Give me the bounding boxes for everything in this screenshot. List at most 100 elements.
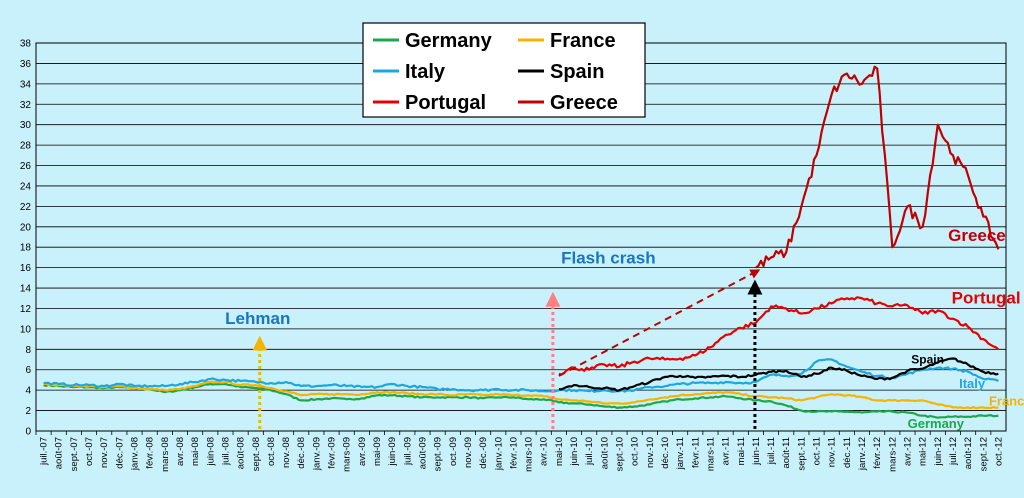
legend-label: Portugal xyxy=(405,92,486,114)
x-tick-label: févr.-09 xyxy=(327,437,338,469)
y-tick-label: 2 xyxy=(25,406,31,417)
greece-label: Greece xyxy=(948,226,1006,245)
x-tick-label: janv.-11 xyxy=(675,437,686,470)
y-tick-label: 34 xyxy=(20,79,32,90)
y-tick-label: 16 xyxy=(20,263,32,274)
series-line xyxy=(43,382,999,419)
x-tick-label: août-12 xyxy=(963,437,974,469)
x-tick-label: juil.-08 xyxy=(220,437,231,466)
contagion-arrow xyxy=(558,269,761,377)
series-line xyxy=(558,357,999,392)
x-tick-label: déc.-07 xyxy=(114,437,125,469)
x-tick-label: mai-11 xyxy=(736,437,747,465)
y-tick-label: 4 xyxy=(25,386,31,397)
germany-label: Germany xyxy=(908,416,965,431)
x-tick-label: avr.-08 xyxy=(175,437,186,466)
y-tick-label: 30 xyxy=(20,120,32,131)
x-tick-label: déc.-09 xyxy=(478,437,489,469)
y-tick-label: 8 xyxy=(25,345,31,356)
x-tick-label: mai-10 xyxy=(554,437,565,466)
y-tick-label: 28 xyxy=(20,141,32,152)
x-tick-label: avr.-09 xyxy=(357,437,368,466)
x-tick-label: avr.-12 xyxy=(902,437,913,466)
x-tick-label: sept.-10 xyxy=(615,437,626,471)
spain-label: Spain xyxy=(911,353,944,367)
x-tick-label: sept.-11 xyxy=(796,437,807,471)
x-tick-label: janv.-10 xyxy=(493,437,504,471)
x-tick-label: mars-11 xyxy=(705,437,716,471)
france-label: France xyxy=(989,393,1024,408)
y-tick-label: 14 xyxy=(20,284,32,295)
x-tick-label: juil.-10 xyxy=(584,437,595,466)
y-tick-label: 0 xyxy=(25,427,31,438)
x-tick-label: avr.-10 xyxy=(539,437,550,466)
x-tick-label: mars-09 xyxy=(342,437,353,472)
series-line xyxy=(558,296,1000,376)
y-tick-label: 6 xyxy=(25,365,31,376)
x-tick-label: mars-08 xyxy=(160,437,171,472)
x-tick-label: sept.-08 xyxy=(251,437,262,471)
x-tick-label: févr.-12 xyxy=(872,437,883,469)
series-line xyxy=(43,358,999,393)
x-tick-label: oct.-11 xyxy=(812,437,823,465)
y-tick-label: 36 xyxy=(20,59,32,70)
x-tick-label: juin-09 xyxy=(387,437,398,467)
x-tick-label: juin-11 xyxy=(751,437,762,466)
legend-label: Germany xyxy=(405,30,493,52)
x-tick-label: août-11 xyxy=(781,437,792,469)
y-tick-label: 24 xyxy=(20,181,32,192)
legend-label: Spain xyxy=(550,61,604,83)
series-line xyxy=(43,380,999,410)
x-tick-label: oct.-07 xyxy=(84,437,95,466)
lehman-label: Lehman xyxy=(225,309,290,328)
x-tick-label: nov.-10 xyxy=(645,437,656,468)
y-tick-label: 22 xyxy=(20,202,32,213)
legend-label: Greece xyxy=(550,92,618,114)
x-tick-label: févr.-11 xyxy=(690,437,701,468)
y-tick-label: 10 xyxy=(20,324,32,335)
legend-box xyxy=(362,22,646,118)
x-tick-label: oct.-08 xyxy=(266,437,277,466)
y-tick-label: 32 xyxy=(20,100,32,111)
x-tick-label: oct.-12 xyxy=(993,437,1004,466)
x-tick-label: août-09 xyxy=(417,437,428,469)
x-tick-label: août-08 xyxy=(236,437,247,469)
x-tick-label: déc.-10 xyxy=(660,437,671,469)
y-tick-label: 26 xyxy=(20,161,32,172)
series-line xyxy=(755,65,1000,269)
x-tick-label: nov.-09 xyxy=(463,437,474,468)
x-tick-label: mars-12 xyxy=(887,437,898,472)
x-tick-label: mars-10 xyxy=(524,437,535,472)
y-tick-label: 18 xyxy=(20,243,32,254)
x-tick-label: nov.-08 xyxy=(281,437,292,468)
x-tick-label: avr.-11 xyxy=(721,437,732,465)
x-tick-label: nov.-07 xyxy=(99,437,110,468)
x-tick-label: janv.-12 xyxy=(857,437,868,471)
x-tick-label: juil.-12 xyxy=(948,437,959,466)
x-tick-label: juin-12 xyxy=(933,437,944,467)
y-tick-label: 38 xyxy=(20,39,32,50)
x-tick-label: sept.-07 xyxy=(69,437,80,471)
x-tick-label: oct.-09 xyxy=(448,437,459,466)
y-tick-label: 20 xyxy=(20,222,32,233)
x-tick-label: juil.-07 xyxy=(39,437,50,466)
x-tick-label: déc.-11 xyxy=(842,437,853,468)
x-tick-label: janv.-08 xyxy=(130,437,141,471)
x-tick-label: nov.-11 xyxy=(827,437,838,467)
flash-crash-label: Flash crash xyxy=(561,249,656,268)
x-tick-label: août-10 xyxy=(599,437,610,469)
portugal-label: Portugal xyxy=(952,288,1021,307)
y-tick-label: 12 xyxy=(20,304,32,315)
x-tick-label: janv.-09 xyxy=(311,437,322,471)
x-tick-label: juil.-11 xyxy=(766,437,777,465)
x-tick-label: mai-09 xyxy=(372,437,383,466)
x-tick-label: mai-08 xyxy=(190,437,201,466)
legend-label: Italy xyxy=(405,61,446,83)
x-tick-label: févr.-08 xyxy=(145,437,156,469)
x-tick-label: sept.-12 xyxy=(978,437,989,471)
x-tick-label: sept.-09 xyxy=(433,437,444,471)
x-tick-label: oct.-10 xyxy=(630,437,641,466)
x-tick-label: févr.-10 xyxy=(508,437,519,469)
